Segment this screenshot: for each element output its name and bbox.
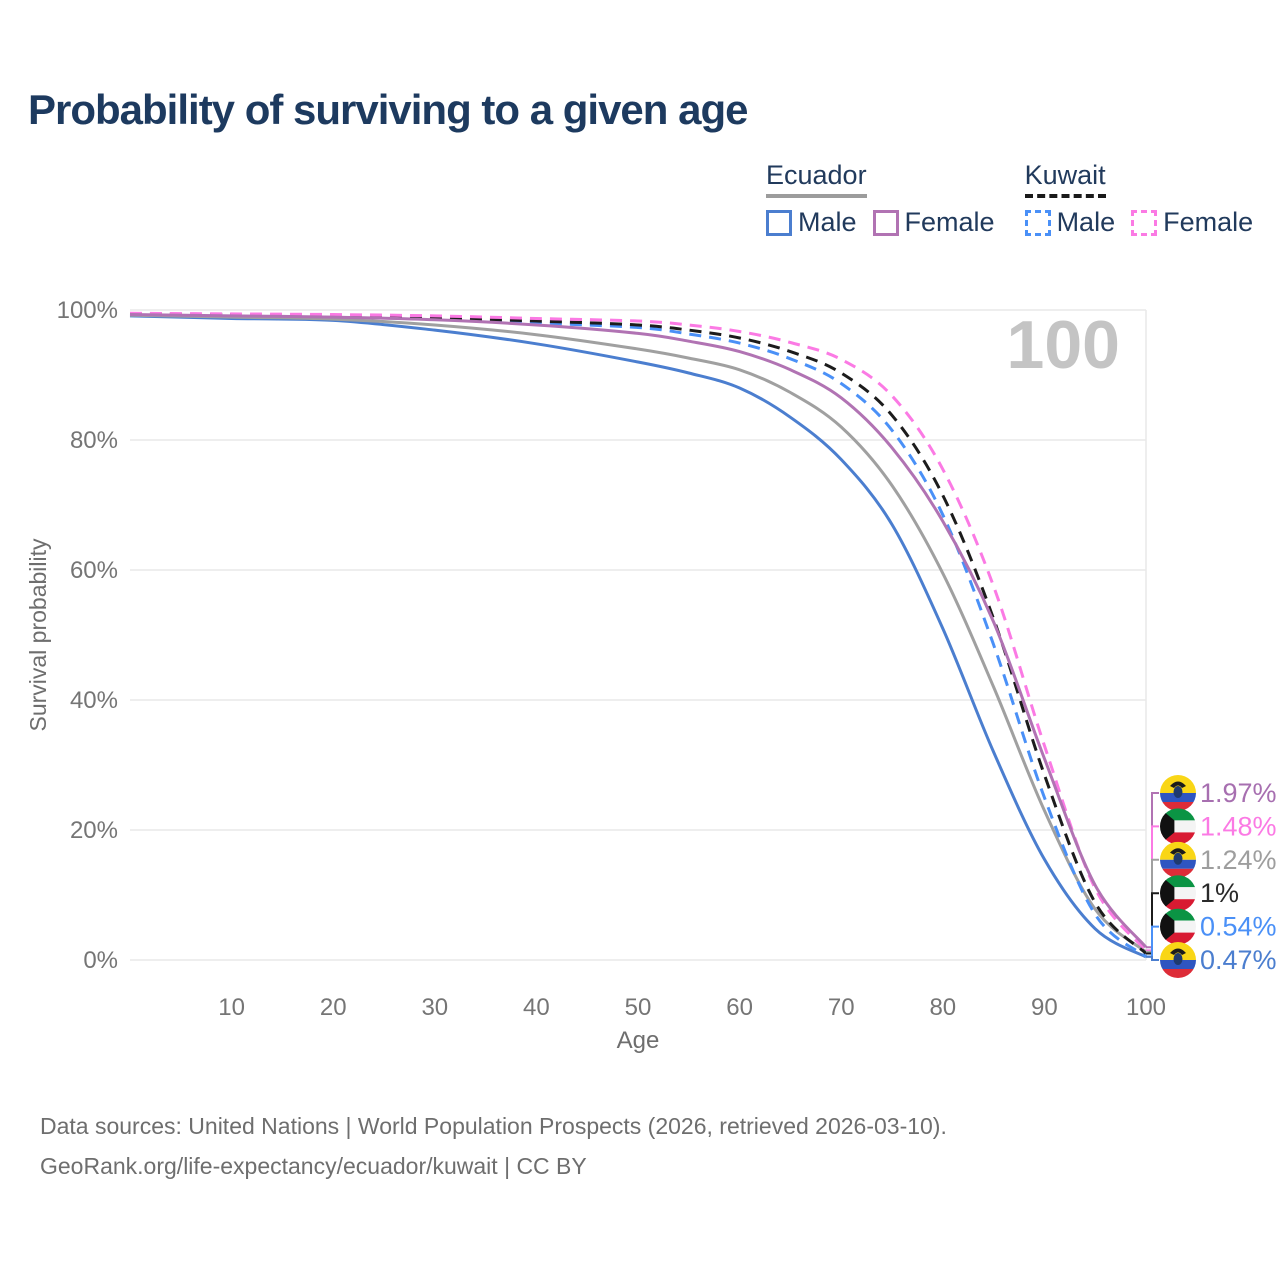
legend-item-kuwait-male[interactable]: Male [1024, 207, 1116, 238]
curve-kuwait-female[interactable] [129, 311, 1148, 952]
end-label-kuwait-female: 1.48% [1200, 811, 1277, 841]
legend-country-kuwait[interactable]: Kuwait [1024, 160, 1106, 198]
x-tick-80: 80 [929, 994, 956, 1021]
legend-items-kuwait: Male Female [1024, 207, 1253, 238]
x-tick-20: 20 [320, 994, 347, 1021]
x-axis-label: Age [617, 1027, 660, 1054]
watermark-age: 100 [1007, 307, 1120, 383]
y-tick-40: 40% [70, 687, 118, 714]
legend-group-kuwait: Kuwait Male Female [1024, 160, 1253, 238]
kuwait-flag-icon [1160, 808, 1196, 845]
x-tick-90: 90 [1031, 994, 1058, 1021]
curve-ecuador-both-sexes[interactable] [129, 313, 1147, 954]
x-tick-70: 70 [828, 994, 855, 1021]
x-tick-100: 100 [1126, 994, 1166, 1021]
curve-kuwait-both-sexes[interactable] [129, 312, 1148, 955]
ecuador-female-line-swatch-icon [872, 209, 899, 236]
legend-label-kuwait-female: Female [1163, 207, 1254, 237]
end-label-kuwait-both-sexes: 1% [1200, 878, 1239, 908]
end-label-ecuador-female: 1.97% [1200, 778, 1277, 808]
kuwait-female-line-swatch-icon [1131, 209, 1158, 236]
ecuador-flag-icon [1160, 841, 1196, 878]
footer: Data sources: United Nations | World Pop… [40, 1106, 947, 1186]
ecuador-flag-icon [1160, 942, 1196, 978]
legend-label-kuwait-male: Male [1056, 207, 1116, 237]
x-tick-10: 10 [218, 994, 245, 1021]
page-title: Probability of surviving to a given age [28, 86, 748, 133]
end-label-kuwait-male: 0.54% [1200, 912, 1277, 942]
legend-country-ecuador[interactable]: Ecuador [766, 160, 867, 198]
legend: Ecuador Male Female Kuwait Male [766, 160, 1253, 238]
y-tick-0: 0% [83, 947, 118, 974]
ecuador-male-line-swatch-icon [766, 209, 792, 236]
y-tick-60: 60% [70, 557, 118, 584]
y-axis-label: Survival probability [25, 538, 51, 732]
curve-kuwait-male[interactable] [129, 313, 1147, 958]
x-tick-50: 50 [625, 994, 652, 1021]
x-tick-40: 40 [523, 994, 550, 1021]
end-connector-ecuador-male [1146, 955, 1159, 961]
x-tick-60: 60 [726, 994, 753, 1021]
curve-ecuador-male[interactable] [129, 314, 1147, 959]
footer-attribution: GeoRank.org/life-expectancy/ecuador/kuwa… [40, 1153, 587, 1179]
kuwait-male-line-swatch-icon [1024, 209, 1051, 236]
legend-items-ecuador: Male Female [766, 207, 995, 238]
end-label-ecuador-both-sexes: 1.24% [1200, 845, 1277, 875]
kuwait-flag-icon [1160, 875, 1196, 912]
legend-label-ecuador-female: Female [904, 207, 995, 237]
legend-item-kuwait-female[interactable]: Female [1131, 207, 1253, 238]
end-connector-kuwait-both-sexes [1146, 892, 1159, 955]
x-tick-30: 30 [421, 994, 448, 1021]
y-tick-80: 80% [70, 427, 118, 454]
ecuador-flag-icon [1160, 775, 1196, 811]
legend-item-ecuador-male[interactable]: Male [766, 207, 857, 238]
y-tick-100: 100% [57, 297, 118, 324]
footer-data-sources: Data sources: United Nations | World Pop… [40, 1113, 947, 1139]
kuwait-flag-icon [1160, 908, 1196, 945]
legend-label-ecuador-male: Male [798, 207, 857, 237]
y-tick-20: 20% [70, 817, 118, 844]
end-label-ecuador-male: 0.47% [1200, 945, 1277, 975]
legend-item-ecuador-female[interactable]: Female [872, 207, 995, 238]
curve-ecuador-female[interactable] [129, 313, 1148, 949]
legend-group-ecuador: Ecuador Male Female [766, 160, 995, 238]
